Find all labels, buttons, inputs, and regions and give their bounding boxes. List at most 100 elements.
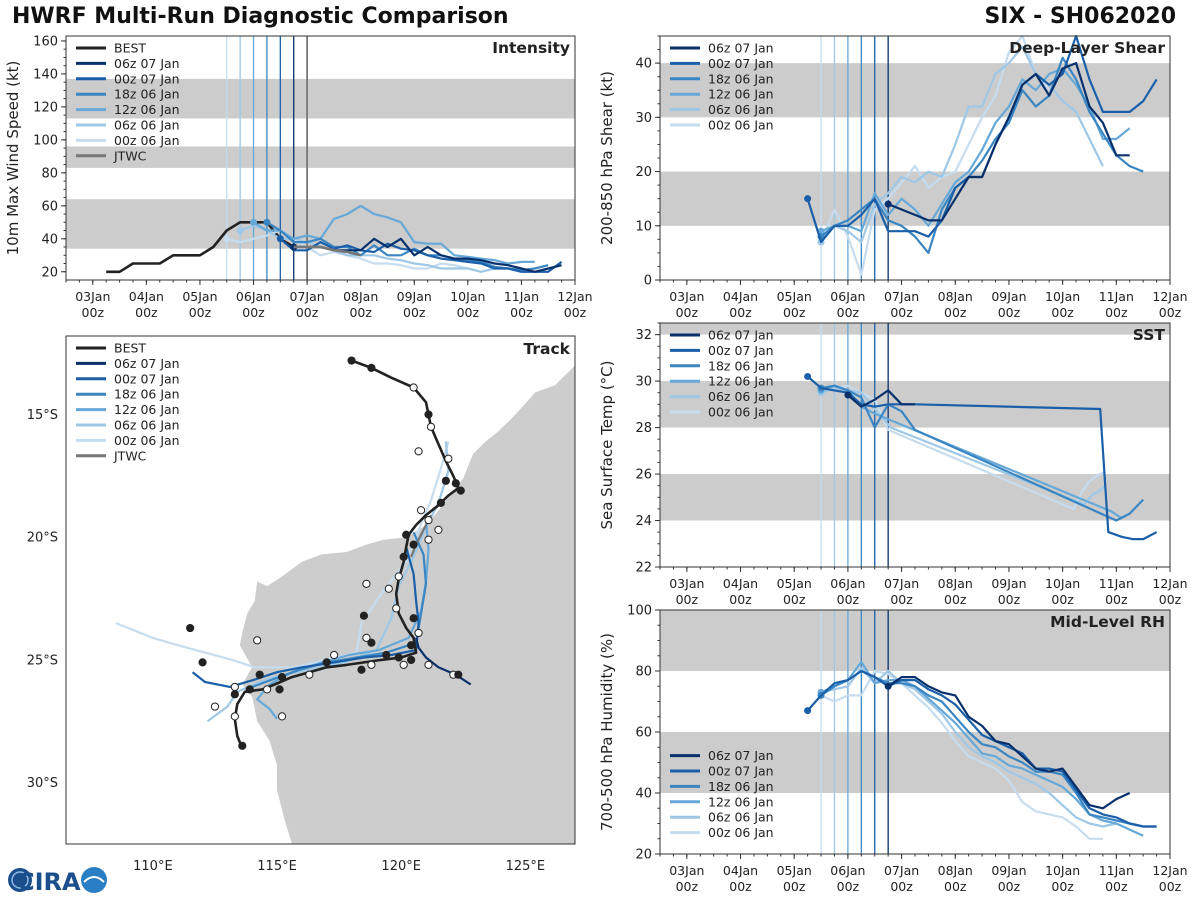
y-axis-label: 10m Max Wind Speed (kt) [4, 61, 22, 256]
series-line-06z-07-jan [887, 61, 1130, 222]
x-tick-sublabel: 00z [1105, 305, 1128, 320]
track-position-marker [255, 670, 264, 679]
y-tick-label: 28 [635, 421, 652, 436]
x-tick-label: 08Jan [938, 576, 973, 591]
y-axis-label: Sea Surface Temp (°C) [598, 360, 616, 529]
x-tick-sublabel: 00z [944, 879, 967, 894]
x-tick-sublabel: 00z [890, 305, 913, 320]
chart-title: SST [1133, 326, 1166, 344]
x-tick-label: 03Jan [669, 863, 704, 878]
x-tick-label: 09Jan [991, 576, 1026, 591]
x-tick-label: 06Jan [236, 289, 271, 304]
legend-label: 12z 06 Jan [708, 794, 774, 809]
x-tick-label: 08Jan [938, 863, 973, 878]
x-tick-label: 03Jan [669, 576, 704, 591]
legend-label: BEST [114, 341, 146, 356]
lon-tick-label: 110°E [133, 859, 173, 874]
init-marker [250, 218, 258, 226]
lon-tick-label: 125°E [506, 859, 546, 874]
track-position-marker [367, 638, 376, 647]
track-position-marker [230, 682, 239, 692]
y-tick-label: 40 [41, 232, 58, 247]
track-position-marker [367, 660, 376, 669]
x-tick-label: 06Jan [830, 863, 865, 878]
track-position-marker [441, 476, 450, 485]
chart-sst: 22242628303203Jan00z04Jan00z05Jan00z06Ja… [598, 322, 1188, 607]
lat-tick-label: 25°S [27, 653, 58, 668]
track-position-marker [275, 685, 284, 694]
track-position-marker [434, 525, 443, 534]
agency-seal-icon [81, 867, 107, 893]
series-line-06z-07-jan [887, 675, 1131, 810]
x-tick-label: 06Jan [830, 289, 865, 304]
legend-label: 06z 07 Jan [114, 56, 180, 71]
track-position-marker [436, 498, 446, 507]
legend-label: 06z 06 Jan [114, 118, 180, 133]
x-tick-sublabel: 00z [1051, 305, 1074, 320]
track-map-area [115, 356, 575, 844]
series-line-00z-07-jan [279, 237, 563, 273]
series-line-best [106, 221, 295, 274]
x-tick-sublabel: 00z [729, 305, 752, 320]
track-position-marker [384, 584, 393, 593]
y-tick-label: 26 [635, 468, 652, 483]
track-position-marker [451, 479, 460, 488]
y-axis-label: 700-500 hPa Humidity (%) [598, 633, 616, 831]
x-tick-sublabel: 00z [403, 305, 426, 320]
legend-label: 06z 07 Jan [114, 356, 180, 371]
track-position-marker [424, 660, 433, 669]
legend-label: 06z 06 Jan [114, 418, 180, 433]
storm-id: SIX - SH062020 [984, 4, 1176, 29]
threshold-band [660, 610, 1170, 671]
x-tick-label: 07Jan [884, 289, 919, 304]
x-tick-label: 08Jan [938, 289, 973, 304]
legend-label: 00z 07 Jan [708, 764, 774, 779]
x-tick-sublabel: 00z [296, 305, 319, 320]
legend-label: 06z 06 Jan [708, 102, 774, 117]
chart-rh: 2040608010003Jan00z04Jan00z05Jan00z06Jan… [598, 604, 1188, 895]
x-tick-sublabel: 00z [510, 305, 533, 320]
x-tick-sublabel: 00z [564, 305, 587, 320]
track-position-marker [253, 636, 262, 645]
chart-shear: 01020304003Jan00z04Jan00z05Jan00z06Jan00… [598, 34, 1188, 320]
x-tick-label: 09Jan [397, 289, 432, 304]
init-marker [804, 707, 812, 715]
init-marker [884, 682, 892, 690]
y-tick-label: 140 [33, 67, 58, 82]
x-tick-sublabel: 00z [1051, 592, 1074, 607]
track-position-marker [426, 422, 436, 431]
x-tick-label: 08Jan [343, 289, 378, 304]
threshold-band [660, 323, 1170, 335]
x-tick-sublabel: 00z [783, 879, 806, 894]
cira-logo: CIRA [8, 867, 107, 896]
init-marker [263, 218, 271, 226]
track-position-marker [409, 614, 418, 623]
series-line-00z-06-jan [820, 34, 1051, 276]
threshold-band [660, 732, 1170, 793]
lat-tick-label: 20°S [27, 531, 58, 546]
threshold-band [660, 474, 1170, 521]
x-tick-label: 10Jan [450, 289, 485, 304]
track-position-marker [424, 535, 433, 544]
land-mass [239, 365, 575, 844]
y-tick-label: 160 [33, 34, 58, 49]
legend-label: 12z 06 Jan [114, 402, 180, 417]
y-tick-label: 30 [635, 375, 652, 390]
x-tick-sublabel: 00z [349, 305, 372, 320]
track-position-marker [347, 356, 356, 365]
chart-title: Mid-Level RH [1050, 613, 1165, 631]
series-line-06z-06-jan [820, 45, 1104, 244]
track-position-marker [414, 447, 423, 456]
x-tick-label: 05Jan [777, 289, 812, 304]
series-line-06z-06-jan [820, 387, 1107, 506]
legend-label: JTWC [113, 448, 147, 463]
x-tick-sublabel: 00z [729, 879, 752, 894]
y-tick-label: 32 [635, 328, 652, 343]
track-position-marker [424, 515, 433, 525]
x-tick-sublabel: 00z [676, 879, 699, 894]
x-tick-sublabel: 00z [998, 592, 1021, 607]
x-tick-label: 12Jan [1152, 576, 1187, 591]
legend-label: 12z 06 Jan [708, 87, 774, 102]
track-position-marker [414, 628, 423, 638]
legend-label: 00z 07 Jan [114, 371, 180, 386]
